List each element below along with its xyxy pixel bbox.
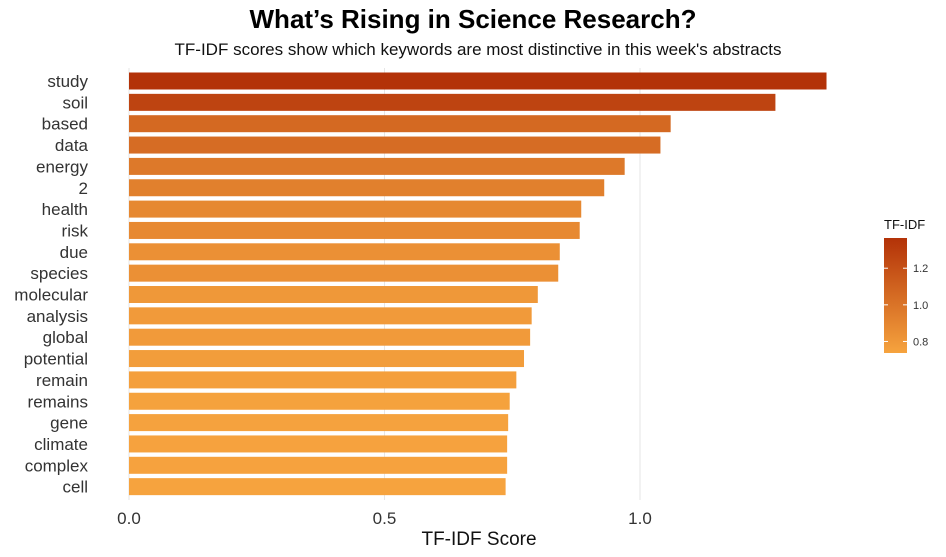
- x-axis-ticks: 0.0 0.5 1.0: [117, 509, 652, 528]
- category-labels: study soil based data energy 2 health risk due sp…: [14, 72, 88, 497]
- category-label: due: [60, 243, 88, 262]
- category-label: gene: [50, 414, 88, 433]
- category-label: molecular: [14, 286, 88, 305]
- category-label: climate: [34, 435, 88, 454]
- category-label: species: [30, 264, 88, 283]
- category-label: energy: [36, 157, 88, 176]
- legend-tick-label: 1.0: [913, 300, 928, 312]
- category-label: cell: [62, 478, 88, 497]
- category-label: health: [42, 200, 88, 219]
- legend-ticks: 0.8 1.0 1.2: [884, 263, 928, 348]
- bar-data: [129, 136, 661, 154]
- x-tick-label: 0.5: [373, 509, 397, 528]
- category-label: complex: [25, 456, 89, 475]
- bar-species: [129, 264, 559, 282]
- bar-remains: [129, 392, 510, 410]
- bar-complex: [129, 456, 508, 474]
- bar-climate: [129, 435, 508, 453]
- bar-cell: [129, 478, 506, 496]
- bars: [129, 72, 827, 496]
- legend-tick-label: 0.8: [913, 336, 928, 348]
- bar-health: [129, 200, 582, 218]
- bar-risk: [129, 221, 580, 239]
- bar-global: [129, 328, 531, 346]
- bar-soil: [129, 93, 776, 111]
- category-label: 2: [79, 179, 88, 198]
- category-label: soil: [62, 93, 88, 112]
- bar-remain: [129, 371, 517, 389]
- legend-colorbar: [884, 238, 907, 353]
- x-axis-title: TF-IDF Score: [421, 529, 536, 550]
- bar-gene: [129, 414, 509, 432]
- category-label: remain: [36, 371, 88, 390]
- bar-analysis: [129, 307, 532, 325]
- category-label: study: [47, 72, 88, 91]
- legend-title: TF-IDF: [884, 217, 925, 232]
- bar-2: [129, 179, 605, 197]
- category-label: potential: [24, 350, 88, 369]
- category-label: based: [42, 115, 88, 134]
- bar-molecular: [129, 286, 538, 303]
- bar-due: [129, 243, 560, 261]
- gridlines: [128, 68, 641, 500]
- color-legend: TF-IDF 0.8 1.0 1.2: [884, 217, 928, 353]
- x-tick-label: 1.0: [628, 509, 652, 528]
- category-label: data: [55, 136, 89, 155]
- legend-tick-label: 1.2: [913, 263, 928, 275]
- chart-title: What’s Rising in Science Research?: [249, 4, 697, 34]
- category-label: analysis: [27, 307, 88, 326]
- category-label: remains: [28, 392, 88, 411]
- bar-study: [129, 72, 827, 90]
- category-label: risk: [62, 221, 89, 240]
- chart-subtitle: TF-IDF scores show which keywords are mo…: [174, 40, 782, 59]
- x-tick-label: 0.0: [117, 509, 141, 528]
- bar-energy: [129, 157, 625, 175]
- bar-based: [129, 115, 671, 133]
- category-label: global: [43, 328, 88, 347]
- bar-potential: [129, 350, 525, 368]
